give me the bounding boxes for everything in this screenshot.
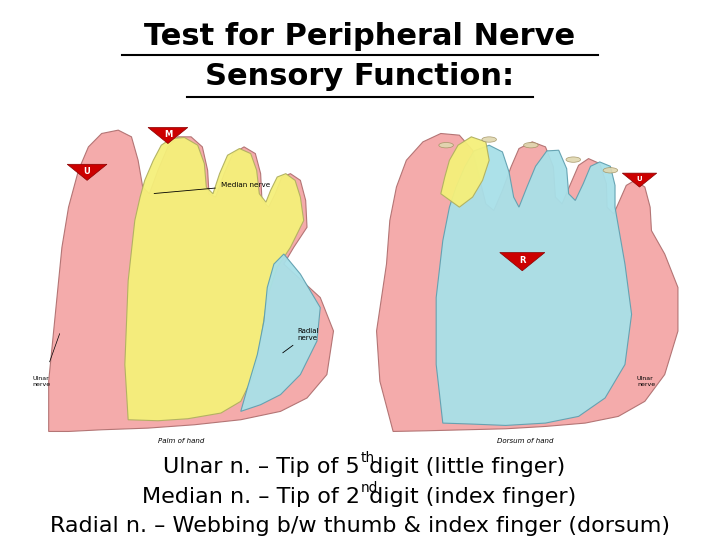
Polygon shape — [148, 127, 188, 144]
Polygon shape — [622, 173, 657, 187]
Text: Dorsum of hand: Dorsum of hand — [498, 438, 554, 444]
Text: R: R — [519, 256, 526, 265]
Ellipse shape — [523, 143, 538, 148]
Ellipse shape — [566, 157, 580, 163]
Text: Ulnar n. – Tip of 5: Ulnar n. – Tip of 5 — [163, 457, 360, 477]
Text: Palm of hand: Palm of hand — [158, 438, 204, 444]
Text: digit (little finger): digit (little finger) — [362, 457, 565, 477]
Text: U: U — [84, 167, 91, 176]
Text: digit (index finger): digit (index finger) — [362, 487, 577, 507]
Polygon shape — [377, 133, 678, 431]
Text: Sensory Function:: Sensory Function: — [205, 62, 515, 91]
Text: Ulnar
nerve: Ulnar nerve — [32, 376, 50, 387]
Ellipse shape — [603, 167, 618, 173]
Text: M: M — [163, 130, 172, 139]
Text: Test for Peripheral Nerve: Test for Peripheral Nerve — [145, 22, 575, 51]
Text: nd: nd — [360, 481, 378, 495]
Text: Radial
nerve: Radial nerve — [283, 328, 318, 353]
Polygon shape — [67, 164, 107, 180]
Text: U: U — [636, 176, 642, 182]
Ellipse shape — [438, 143, 454, 148]
Ellipse shape — [482, 137, 497, 142]
Text: Radial n. – Webbing b/w thumb & index finger (dorsum): Radial n. – Webbing b/w thumb & index fi… — [50, 516, 670, 537]
Polygon shape — [125, 138, 304, 421]
Text: Median n. – Tip of 2: Median n. – Tip of 2 — [142, 487, 360, 507]
Polygon shape — [500, 253, 545, 271]
Polygon shape — [436, 145, 631, 426]
Polygon shape — [49, 130, 333, 431]
Text: Median nerve: Median nerve — [154, 183, 270, 193]
Text: Ulnar
nerve: Ulnar nerve — [637, 376, 655, 387]
Text: th: th — [360, 451, 374, 465]
Polygon shape — [441, 137, 489, 207]
Polygon shape — [240, 254, 320, 411]
